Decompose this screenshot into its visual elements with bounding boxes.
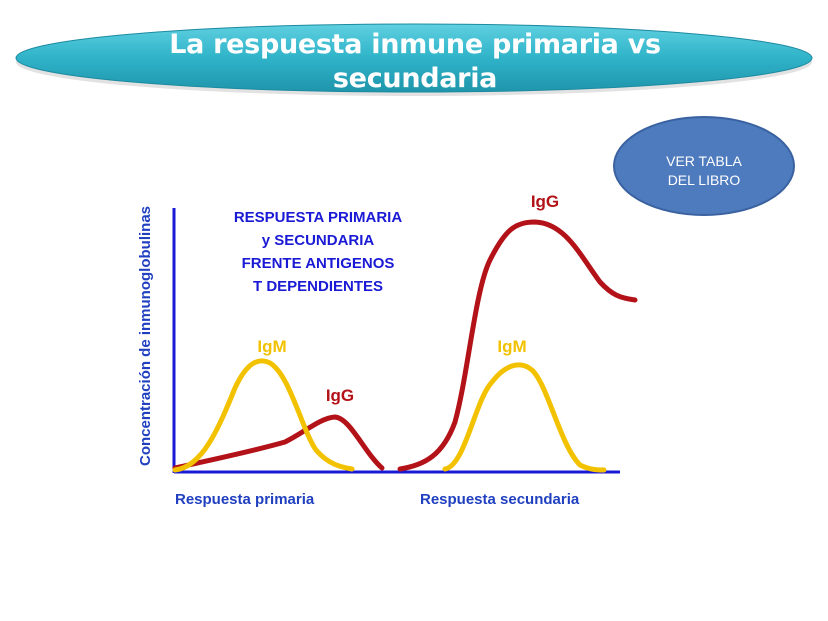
igg-secondary-label: IgG [531,192,559,211]
secondary-response-label: Respuesta secundaria [420,491,580,508]
title-banner [15,23,813,96]
igm-primary-curve [172,358,355,473]
igg-primary-label: IgG [326,386,354,405]
note-line1: VER TABLA [666,153,742,169]
note-bubble [613,116,795,216]
igg-primary-curve [172,414,385,471]
diagram-heading-line3: FRENTE ANTIGENOS [242,255,395,272]
note-text: VER TABLA DEL LIBRO [612,152,796,190]
igm-secondary-curve [442,362,607,473]
primary-response-label: Respuesta primaria [175,491,315,508]
diagram-heading-line4: T DEPENDIENTES [253,278,383,295]
diagram-heading-line1: RESPUESTA PRIMARIA [234,209,403,226]
slide-title-line1: La respuesta inmune primaria vs [169,29,661,60]
diagram-heading-line2: y SECUNDARIA [262,232,375,249]
slide-title: La respuesta inmune primaria vs secundar… [120,28,710,96]
igg-secondary-curve [397,219,638,472]
immune-response-diagram: Concentración de inmunoglobulinas RESPUE… [137,192,638,508]
y-axis-label: Concentración de inmunoglobulinas [137,206,154,466]
igm-secondary-label: IgM [497,337,526,356]
note-line2: DEL LIBRO [667,172,741,188]
slide-title-line2: secundaria [332,63,498,94]
igm-primary-label: IgM [257,337,286,356]
